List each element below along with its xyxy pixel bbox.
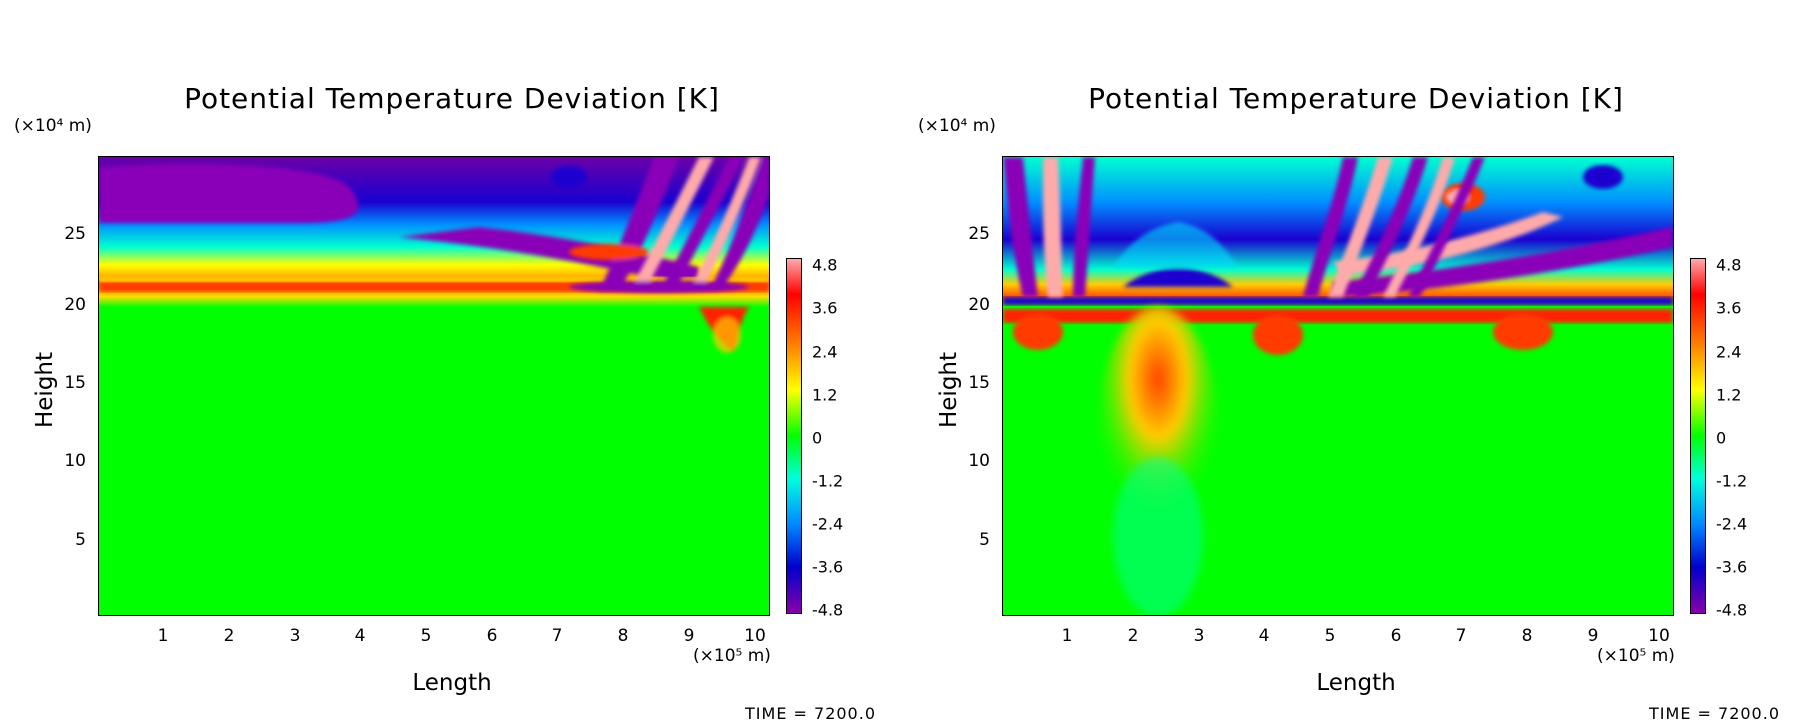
y-tick-label: 10 <box>968 451 990 471</box>
y-axis-label: Height <box>32 351 58 429</box>
chart-title: Potential Temperature Deviation [K] <box>184 82 720 115</box>
colorbar-tick-label: -2.4 <box>812 514 844 534</box>
chart-title: Potential Temperature Deviation [K] <box>1088 82 1624 115</box>
colorbar-tick-label: -3.6 <box>812 557 844 577</box>
x-axis-label: Length <box>1316 670 1396 696</box>
x-tick-label: 9 <box>683 626 695 646</box>
x-unit-label: (×10⁵ m) <box>1597 646 1675 666</box>
x-tick-label: 1 <box>1061 626 1073 646</box>
y-unit-label: (×10⁴ m) <box>918 116 996 136</box>
y-tick-label: 10 <box>64 451 86 471</box>
colorbar-tick-label: 0 <box>1716 428 1727 448</box>
time-label: TIME = 7200.0 <box>745 704 876 723</box>
colorbar <box>786 258 802 614</box>
x-tick-label: 10 <box>1648 626 1670 646</box>
x-tick-label: 5 <box>420 626 432 646</box>
chart-panel-left: Potential Temperature Deviation [K] (×10… <box>14 82 876 723</box>
y-tick-label: 15 <box>64 373 86 393</box>
colorbar-tick-label: 2.4 <box>812 342 838 362</box>
colorbar-tick-label: 3.6 <box>812 298 838 318</box>
colorbar-tick-label: 3.6 <box>1716 298 1742 318</box>
colorbar-tick-label: 1.2 <box>1716 385 1742 405</box>
x-tick-label: 2 <box>1127 626 1139 646</box>
x-tick-label: 2 <box>223 626 235 646</box>
x-tick-label: 6 <box>1390 626 1402 646</box>
x-tick-label: 3 <box>289 626 301 646</box>
x-tick-label: 7 <box>551 626 563 646</box>
x-tick-label: 6 <box>486 626 498 646</box>
x-tick-label: 10 <box>744 626 766 646</box>
colorbar-tick-label: -1.2 <box>812 471 844 491</box>
colorbar-tick-label: 4.8 <box>1716 255 1742 275</box>
y-axis-label: Height <box>936 351 962 429</box>
y-tick-label: 5 <box>75 530 86 550</box>
y-tick-label: 25 <box>64 224 86 244</box>
colorbar <box>1690 258 1706 614</box>
colorbar-tick-label: -4.8 <box>812 600 844 620</box>
x-tick-label: 8 <box>1521 626 1533 646</box>
x-unit-label: (×10⁵ m) <box>693 646 771 666</box>
colorbar-tick-label: -3.6 <box>1716 557 1748 577</box>
x-tick-label: 7 <box>1455 626 1467 646</box>
x-tick-label: 1 <box>157 626 169 646</box>
colorbar-tick-label: -1.2 <box>1716 471 1748 491</box>
time-label: TIME = 7200.0 <box>1649 704 1780 723</box>
x-axis-label: Length <box>412 670 492 696</box>
y-tick-label: 15 <box>968 373 990 393</box>
y-tick-label: 20 <box>64 295 86 315</box>
colorbar-tick-label: -4.8 <box>1716 600 1748 620</box>
x-tick-label: 5 <box>1324 626 1336 646</box>
y-tick-label: 25 <box>968 224 990 244</box>
x-tick-label: 4 <box>1258 626 1270 646</box>
colorbar-tick-label: 1.2 <box>812 385 838 405</box>
colorbar-tick-label: 2.4 <box>1716 342 1742 362</box>
colorbar-tick-label: -2.4 <box>1716 514 1748 534</box>
x-tick-label: 4 <box>354 626 366 646</box>
x-tick-label: 3 <box>1193 626 1205 646</box>
colorbar-tick-label: 0 <box>812 428 823 448</box>
heatmap-plot-area <box>1002 156 1674 616</box>
chart-panel-right: Potential Temperature Deviation [K] (×10… <box>904 0 1808 724</box>
y-unit-label: (×10⁴ m) <box>14 116 92 136</box>
y-tick-label: 20 <box>968 295 990 315</box>
colorbar-tick-label: 4.8 <box>812 255 838 275</box>
y-tick-label: 5 <box>979 530 990 550</box>
x-tick-label: 9 <box>1587 626 1599 646</box>
x-tick-label: 8 <box>617 626 629 646</box>
heatmap-plot-area <box>98 156 770 616</box>
